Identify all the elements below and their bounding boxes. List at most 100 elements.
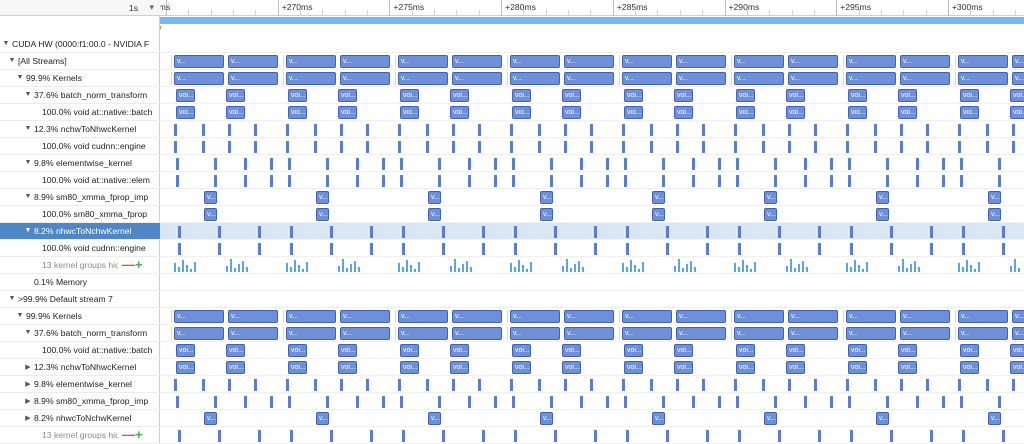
kernel-block[interactable]: v... — [340, 310, 390, 323]
caret-right-icon[interactable]: ▶ — [25, 381, 31, 388]
kernel-block[interactable]: v... — [540, 412, 553, 425]
tree-row[interactable]: ▼ 8.2% nhwcToNchwKernel — [0, 223, 160, 240]
kernel-block[interactable]: v... — [676, 310, 726, 323]
kernel-block[interactable]: voi... — [512, 361, 531, 374]
kernel-block[interactable]: v... — [846, 310, 896, 323]
kernel-block[interactable]: voi... — [786, 89, 805, 102]
kernel-block[interactable]: voi... — [898, 89, 917, 102]
kernel-block[interactable]: v... — [622, 327, 672, 340]
kernel-block[interactable]: v... — [316, 191, 329, 204]
kernel-block[interactable]: voi... — [450, 361, 469, 374]
kernel-block[interactable]: v... — [652, 191, 665, 204]
kernel-block[interactable]: v... — [540, 208, 553, 221]
minus-icon[interactable]: — — [122, 427, 135, 442]
kernel-block[interactable]: voi... — [288, 89, 307, 102]
kernel-block[interactable]: voi... — [848, 106, 867, 119]
kernel-block[interactable]: v... — [622, 310, 672, 323]
kernel-block[interactable]: v... — [510, 55, 560, 68]
plus-icon[interactable]: + — [135, 427, 143, 442]
tree-row[interactable]: ▼ [All Streams] — [0, 53, 160, 70]
kernel-block[interactable]: v... — [398, 72, 448, 85]
caret-down-icon[interactable]: ▼ — [16, 74, 24, 81]
kernel-block[interactable]: voi... — [624, 344, 643, 357]
kernel-block[interactable]: v... — [428, 208, 441, 221]
kernel-block[interactable]: voi... — [400, 344, 419, 357]
tree-row[interactable]: ▼ 99.9% Kernels — [0, 308, 160, 325]
kernel-block[interactable]: v... — [174, 72, 224, 85]
tree-row[interactable]: ▼ CUDA HW (0000:f1:00.0 - NVIDIA F — [0, 36, 160, 53]
kernel-block[interactable]: v... — [228, 327, 278, 340]
kernel-block[interactable]: voi... — [226, 89, 245, 102]
kernel-block[interactable]: v... — [452, 310, 502, 323]
kernel-block[interactable]: v... — [316, 208, 329, 221]
kernel-block[interactable]: v... — [174, 55, 224, 68]
kernel-block[interactable]: v... — [958, 310, 1008, 323]
kernel-block[interactable]: v... — [564, 310, 614, 323]
kernel-block[interactable]: v... — [676, 327, 726, 340]
kernel-block[interactable]: v... — [764, 412, 777, 425]
tree-row[interactable]: 100.0% void cudnn::engine — [0, 240, 160, 257]
kernel-block[interactable]: voi... — [674, 89, 693, 102]
kernel-block[interactable]: v... — [988, 412, 1001, 425]
caret-down-icon[interactable]: ▼ — [8, 57, 16, 64]
chevron-down-icon[interactable]: ▾ — [149, 2, 154, 12]
tree-row[interactable]: 13 kernel groups hidde —+ — [0, 257, 160, 274]
kernel-block[interactable]: voi... — [736, 89, 755, 102]
kernel-block[interactable]: voi... — [226, 106, 245, 119]
kernel-block[interactable]: voi... — [176, 361, 195, 374]
kernel-block[interactable]: v... — [988, 191, 1001, 204]
caret-down-icon[interactable]: ▼ — [24, 329, 32, 336]
kernel-block[interactable]: voi... — [960, 106, 979, 119]
kernel-block[interactable]: voi... — [624, 89, 643, 102]
kernel-block[interactable]: v... — [1012, 327, 1024, 340]
tree-row[interactable]: 100.0% void at::native::batch — [0, 342, 160, 359]
kernel-block[interactable]: v... — [622, 72, 672, 85]
tree-row[interactable]: ▶ 9.8% elementwise_kernel — [0, 376, 160, 393]
kernel-block[interactable]: v... — [286, 72, 336, 85]
kernel-block[interactable]: v... — [398, 55, 448, 68]
kernel-block[interactable]: v... — [540, 191, 553, 204]
kernel-block[interactable]: v... — [900, 327, 950, 340]
kernel-block[interactable]: voi... — [338, 106, 357, 119]
kernel-block[interactable]: voi... — [624, 106, 643, 119]
kernel-block[interactable]: voi... — [674, 106, 693, 119]
kernel-block[interactable]: voi... — [960, 89, 979, 102]
kernel-block[interactable]: v... — [676, 72, 726, 85]
tree-row[interactable]: 0.1% Memory — [0, 274, 160, 291]
kernel-block[interactable]: voi... — [226, 361, 245, 374]
kernel-block[interactable]: voi... — [338, 344, 357, 357]
tree-row[interactable]: 13 kernel groups hidde —+ — [0, 427, 160, 444]
kernel-block[interactable]: voi... — [736, 344, 755, 357]
kernel-block[interactable]: voi... — [450, 106, 469, 119]
kernel-block[interactable]: voi... — [338, 89, 357, 102]
kernel-block[interactable]: v... — [398, 327, 448, 340]
tree-row[interactable]: 100.0% sm80_xmma_fprop — [0, 206, 160, 223]
kernel-block[interactable]: v... — [228, 72, 278, 85]
kernel-block[interactable]: voi... — [400, 89, 419, 102]
kernel-block[interactable]: v... — [900, 72, 950, 85]
kernel-block[interactable]: v... — [428, 191, 441, 204]
tree-row[interactable]: ▼ 37.6% batch_norm_transform — [0, 325, 160, 342]
kernel-block[interactable]: v... — [734, 55, 784, 68]
kernel-block[interactable]: voi... — [288, 344, 307, 357]
kernel-block[interactable]: v... — [988, 208, 1001, 221]
tree-row[interactable]: 100.0% void at::native::elem — [0, 172, 160, 189]
kernel-block[interactable]: v... — [340, 327, 390, 340]
kernel-block[interactable]: v... — [286, 55, 336, 68]
kernel-block[interactable]: v... — [316, 412, 329, 425]
caret-down-icon[interactable]: ▼ — [24, 91, 32, 98]
tree-row[interactable]: ▼ 99.9% Kernels — [0, 70, 160, 87]
kernel-block[interactable]: voi... — [512, 344, 531, 357]
kernel-block[interactable]: v... — [958, 327, 1008, 340]
kernel-block[interactable]: v... — [900, 310, 950, 323]
kernel-block[interactable]: v... — [340, 55, 390, 68]
kernel-block[interactable]: voi... — [562, 89, 581, 102]
kernel-block[interactable]: v... — [286, 327, 336, 340]
kernel-block[interactable]: voi... — [960, 361, 979, 374]
caret-right-icon[interactable]: ▶ — [25, 415, 31, 422]
kernel-block[interactable]: v... — [1012, 55, 1024, 68]
kernel-block[interactable]: voi... — [898, 361, 917, 374]
caret-right-icon[interactable]: ▶ — [25, 364, 31, 371]
time-ruler[interactable]: 5ms +270ms +275ms +280ms +285ms +290ms +295ms +… — [160, 0, 1024, 16]
caret-down-icon[interactable]: ▼ — [24, 227, 32, 234]
